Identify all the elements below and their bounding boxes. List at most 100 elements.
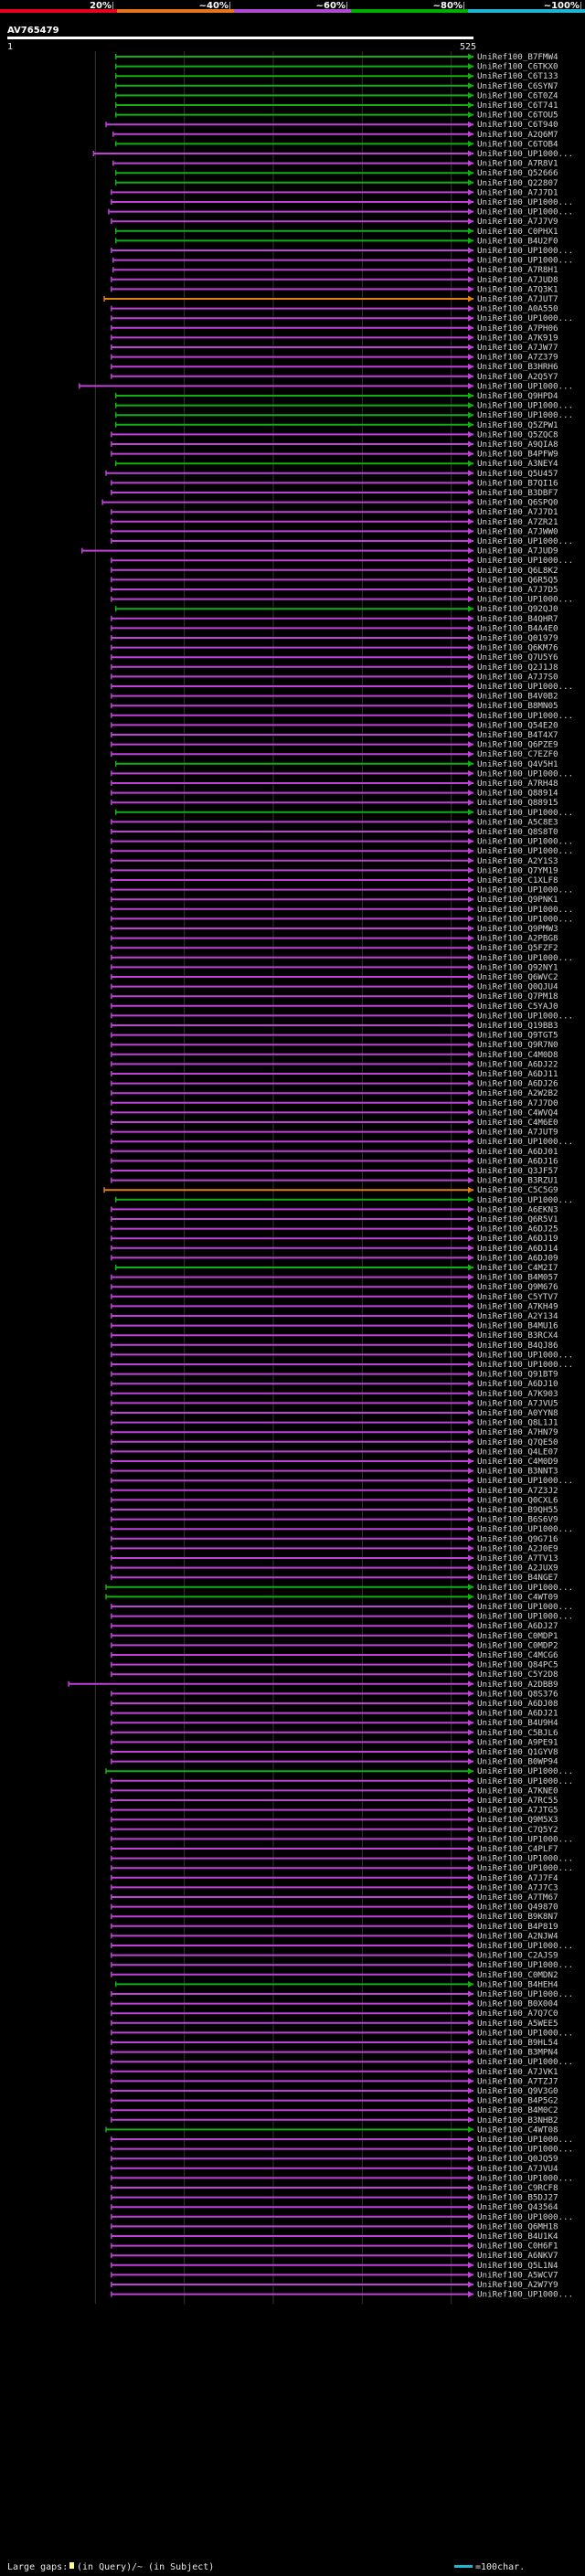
hit-label: UniRef100_A2J0E9	[477, 1543, 558, 1553]
hit-label: UniRef100_C4M2I7	[477, 1263, 558, 1273]
hit-label: UniRef100_Q7U5Y6	[477, 652, 558, 663]
hit-row: UniRef100_UP1000...	[111, 197, 573, 207]
hit-arrowhead	[468, 1516, 473, 1523]
hit-label: UniRef100_A7KNE0	[477, 1786, 558, 1796]
hit-label: UniRef100_UP1000...	[477, 769, 573, 779]
hit-row: UniRef100_A7KH49	[111, 1301, 558, 1311]
hit-label: UniRef100_UP1000...	[477, 682, 573, 692]
hit-label: UniRef100_A6NKV7	[477, 2251, 558, 2261]
hit-label: UniRef100_C0MDN2	[477, 1970, 558, 1980]
hit-row: UniRef100_C4WT08	[105, 2125, 558, 2135]
hit-label: UniRef100_Q5FZF2	[477, 943, 558, 953]
hit-row: UniRef100_Q6R5Q5	[111, 575, 558, 585]
hit-label: UniRef100_Q2J1J8	[477, 663, 558, 673]
hit-arrowhead	[468, 1235, 473, 1242]
hit-row: UniRef100_A7K919	[111, 333, 558, 343]
hit-arrowhead	[468, 925, 473, 932]
hit-row: UniRef100_B8MN05	[111, 701, 558, 711]
hit-arrowhead	[468, 53, 473, 60]
hit-arrowhead	[468, 121, 473, 128]
hit-label: UniRef100_A7J7V9	[477, 217, 558, 227]
hit-label: UniRef100_C6T741	[477, 101, 558, 111]
hit-label: UniRef100_A2W2B2	[477, 1088, 558, 1098]
grid-lines	[94, 51, 452, 2305]
hit-label: UniRef100_Q5ZQC8	[477, 429, 558, 440]
hit-label: UniRef100_UP1000...	[477, 914, 573, 924]
hit-label: UniRef100_B4V0B2	[477, 692, 558, 702]
hit-row: UniRef100_A7TM67	[111, 1892, 558, 1903]
hit-arrowhead	[468, 596, 473, 603]
hit-arrowhead	[468, 198, 473, 206]
hit-label: UniRef100_A7Q3K1	[477, 284, 558, 294]
hit-arrowhead	[468, 1496, 473, 1503]
hit-arrowhead	[468, 1215, 473, 1223]
hit-label: UniRef100_Q6R5Q5	[477, 575, 558, 585]
hit-arrowhead	[468, 1729, 473, 1736]
hit-arrowhead	[468, 615, 473, 622]
hit-label: UniRef100_C5BJL6	[477, 1728, 558, 1738]
hit-row: UniRef100_B4MU16	[111, 1321, 558, 1331]
hit-row: UniRef100_B0X004	[111, 1999, 558, 2009]
hit-row: UniRef100_UP1000...	[111, 1137, 573, 1147]
hit-arrowhead	[468, 1438, 473, 1446]
hit-arrowhead	[468, 983, 473, 991]
hit-arrowhead	[468, 217, 473, 225]
hit-label: UniRef100_A7TZJ7	[477, 2076, 558, 2086]
hit-label: UniRef100_B4HEH4	[477, 1979, 558, 1989]
hit-row: UniRef100_Q92QJ0	[114, 604, 558, 614]
hit-label: UniRef100_B3NNT3	[477, 1467, 558, 1477]
hit-row: UniRef100_A6EKN3	[111, 1204, 558, 1214]
hit-row: UniRef100_A6DJ21	[111, 1709, 558, 1719]
hit-arrowhead	[468, 2155, 473, 2162]
hit-row: UniRef100_A6DJ11	[111, 1069, 558, 1079]
hit-row: UniRef100_B4A4E0	[111, 623, 558, 633]
hit-label: UniRef100_B3NHB2	[477, 2115, 558, 2125]
hit-label: UniRef100_Q88915	[477, 798, 558, 808]
hit-row: UniRef100_C6T133	[114, 71, 558, 81]
hit-row: UniRef100_B6S6V9	[111, 1515, 558, 1525]
hit-label: UniRef100_C5Y2D8	[477, 1670, 558, 1680]
hit-arrowhead	[468, 818, 473, 825]
hit-arrowhead	[468, 886, 473, 894]
hit-arrowhead	[468, 470, 473, 477]
hit-arrowhead	[468, 1274, 473, 1281]
hit-label: UniRef100_Q8S8T0	[477, 827, 558, 837]
hit-label: UniRef100_C5YTV7	[477, 1292, 558, 1302]
hit-label: UniRef100_C4WVQ4	[477, 1108, 558, 1118]
hit-row: UniRef100_Q6PZE9	[111, 740, 558, 750]
hit-arrowhead	[468, 354, 473, 361]
hit-label: UniRef100_A6DJ08	[477, 1699, 558, 1709]
hit-arrowhead	[468, 673, 473, 680]
hit-arrowhead	[468, 769, 473, 777]
hit-arrowhead	[468, 1971, 473, 1978]
scale-tick-label: ~80%	[433, 1, 463, 11]
hit-row: UniRef100_A7J7D1	[111, 507, 558, 517]
hit-label: UniRef100_Q52666	[477, 168, 558, 178]
hit-row: UniRef100_A9QIA8	[111, 440, 558, 450]
hit-label: UniRef100_B4M0C2	[477, 2105, 558, 2115]
hit-row: UniRef100_A7Z3J2	[111, 1486, 558, 1496]
hit-label: UniRef100_Q6WVC2	[477, 972, 558, 982]
hit-row: UniRef100_UP1000...	[111, 2173, 573, 2183]
hit-label: UniRef100_C0MDP1	[477, 1631, 558, 1641]
hit-label: UniRef100_B4P819	[477, 1922, 558, 1932]
hit-arrowhead	[468, 973, 473, 981]
hit-label: UniRef100_A2DBB9	[477, 1680, 558, 1690]
hit-row: UniRef100_A7J7D0	[111, 1098, 558, 1108]
hit-label: UniRef100_A6DJ10	[477, 1379, 558, 1389]
hit-label: UniRef100_A7Z3J2	[477, 1486, 558, 1496]
hit-row: UniRef100_A7JVK1	[111, 2067, 558, 2077]
hit-row: UniRef100_B4HEH4	[114, 1979, 558, 1989]
hit-label: UniRef100_A9QIA8	[477, 440, 558, 450]
hit-arrowhead	[468, 1080, 473, 1087]
hit-arrowhead	[468, 1487, 473, 1494]
hit-label: UniRef100_A0A550	[477, 304, 558, 314]
hit-label: UniRef100_UP1000...	[477, 1524, 573, 1534]
hit-label: UniRef100_C6T940	[477, 120, 558, 130]
hit-label: UniRef100_Q9V3G0	[477, 2086, 558, 2096]
hit-label: UniRef100_C5YAJ0	[477, 1002, 558, 1012]
hit-label: UniRef100_A6DJ11	[477, 1069, 558, 1079]
hit-arrowhead	[468, 2039, 473, 2046]
hit-row: UniRef100_A6DJ09	[111, 1253, 558, 1263]
hit-label: UniRef100_A2Q6M7	[477, 130, 558, 140]
